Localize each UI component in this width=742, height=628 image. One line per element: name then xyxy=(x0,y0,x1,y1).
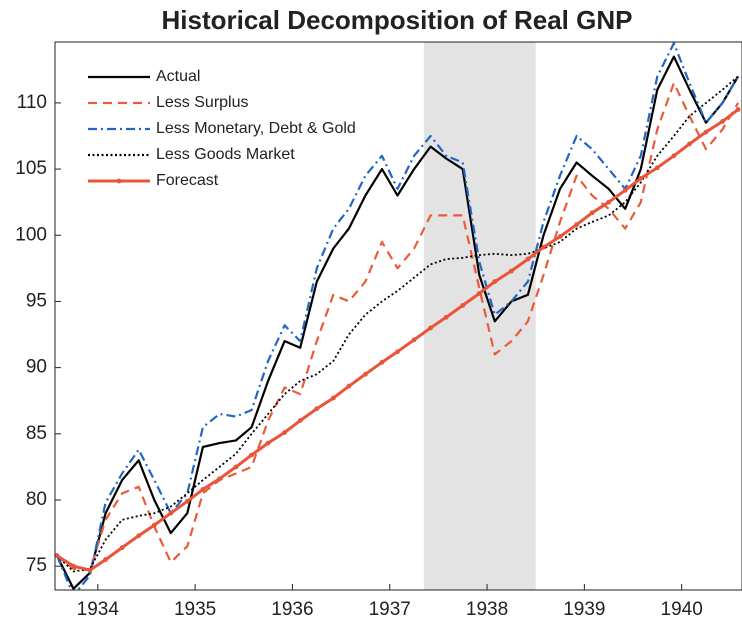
shaded-region xyxy=(423,42,536,590)
legend-label: Less Monetary, Debt & Gold xyxy=(156,120,356,137)
series-marker xyxy=(103,557,109,562)
series-marker xyxy=(557,234,563,239)
y-tick-label: 100 xyxy=(15,224,47,245)
series-marker xyxy=(460,303,466,308)
plot-area xyxy=(55,42,741,590)
series-marker xyxy=(200,487,206,492)
y-tick-label: 95 xyxy=(26,290,47,311)
series-marker xyxy=(671,153,677,159)
series-marker xyxy=(184,498,190,504)
legend-label: Actual xyxy=(156,68,200,85)
series-line xyxy=(56,75,739,573)
y-tick-label: 80 xyxy=(26,489,47,510)
y-tick-label: 110 xyxy=(17,92,47,113)
series-marker xyxy=(55,553,60,558)
series-marker xyxy=(428,325,434,331)
x-tick-label: 1940 xyxy=(661,599,703,620)
series-line xyxy=(56,81,740,572)
series-marker xyxy=(314,406,320,412)
series-marker xyxy=(233,464,239,470)
series-marker xyxy=(735,107,741,112)
legend-label: Less Goods Market xyxy=(156,146,295,163)
y-tick-label: 75 xyxy=(26,555,47,576)
plot-frame xyxy=(54,41,742,591)
legend-label: Forecast xyxy=(156,172,219,189)
series-marker xyxy=(71,563,76,569)
series-marker xyxy=(476,291,482,296)
series-marker xyxy=(346,383,352,389)
series-marker xyxy=(687,141,692,147)
x-tick-label: 1936 xyxy=(271,599,313,620)
series-marker xyxy=(379,359,385,365)
series-marker xyxy=(330,395,336,401)
series-marker xyxy=(654,165,660,171)
series-marker xyxy=(703,129,709,135)
x-tick-label: 1938 xyxy=(466,599,508,620)
series-marker xyxy=(151,522,157,528)
series-marker xyxy=(720,119,725,124)
series-marker xyxy=(282,430,288,435)
series-marker xyxy=(119,545,125,551)
series-line xyxy=(55,55,740,590)
series-marker xyxy=(395,349,400,355)
x-tick-label: 1934 xyxy=(77,599,120,620)
series-marker xyxy=(265,440,271,446)
series-marker xyxy=(168,510,174,516)
x-tick-label: 1935 xyxy=(174,599,216,620)
legend-label: Less Surplus xyxy=(156,94,249,111)
series-marker xyxy=(589,210,595,216)
series-marker xyxy=(443,314,449,320)
x-tick-label: 1937 xyxy=(369,599,411,620)
series-marker xyxy=(541,244,546,250)
series-marker xyxy=(574,222,579,228)
y-tick-label: 90 xyxy=(26,357,47,378)
series-marker xyxy=(249,452,254,458)
y-tick-label: 85 xyxy=(26,423,47,444)
series-marker xyxy=(525,256,531,262)
series-marker xyxy=(136,533,142,539)
y-tick-label: 105 xyxy=(15,158,47,179)
series-marker xyxy=(87,567,93,573)
legend-marker xyxy=(116,178,122,184)
series-marker xyxy=(363,371,368,377)
series-marker xyxy=(606,199,612,205)
series-marker xyxy=(411,337,417,343)
x-tick-label: 1939 xyxy=(563,599,605,620)
series-marker xyxy=(492,279,498,284)
series-marker xyxy=(297,418,303,423)
chart-title: Historical Decomposition of Real GNP xyxy=(162,5,633,35)
series-marker xyxy=(622,187,628,193)
series-marker xyxy=(508,268,514,274)
series-marker xyxy=(217,476,222,482)
series-marker xyxy=(638,175,644,181)
